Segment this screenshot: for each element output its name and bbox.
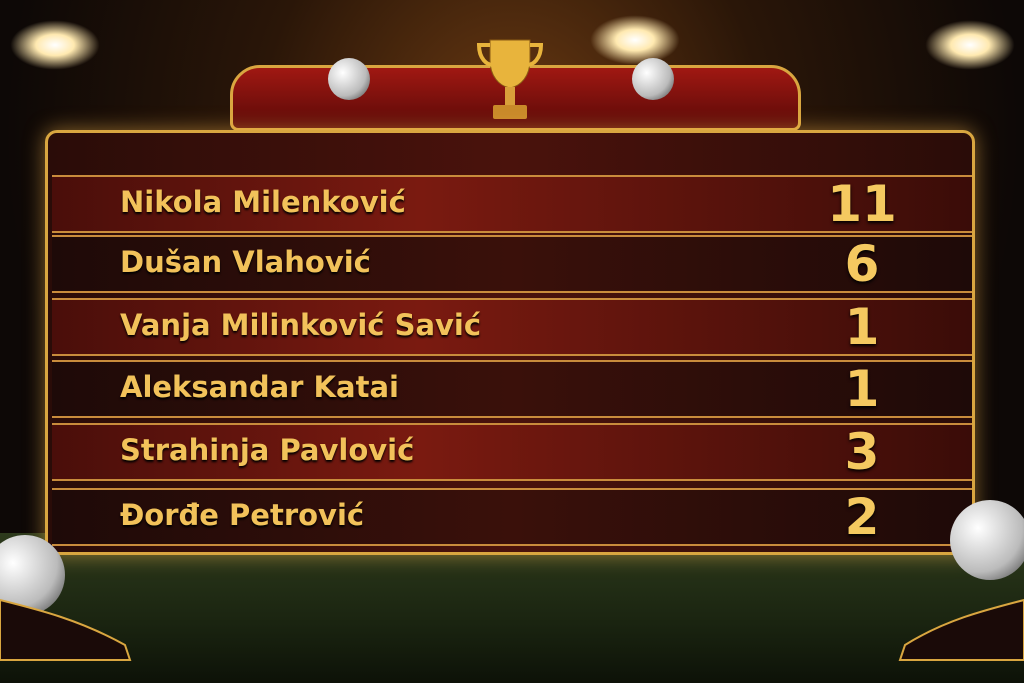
table-row: Vanja Milinković Savić 1 bbox=[52, 298, 972, 356]
player-value: 1 bbox=[844, 360, 880, 418]
player-name: Vanja Milinković Savić bbox=[120, 308, 482, 342]
table-row: Aleksandar Katai 1 bbox=[52, 360, 972, 418]
player-value: 3 bbox=[844, 423, 880, 481]
player-name: Dušan Vlahović bbox=[120, 245, 371, 279]
player-value: 6 bbox=[844, 235, 880, 293]
table-row: Nikola Milenković 11 bbox=[52, 175, 972, 233]
player-value: 2 bbox=[844, 488, 880, 546]
pitch bbox=[0, 533, 1024, 683]
stadium-light-icon bbox=[590, 15, 680, 65]
stadium-light-icon bbox=[925, 20, 1015, 70]
boot-icon bbox=[0, 598, 132, 661]
football-icon bbox=[0, 535, 65, 615]
player-name: Đorđe Petrović bbox=[120, 498, 365, 532]
player-name: Aleksandar Katai bbox=[120, 370, 399, 404]
player-value: 1 bbox=[844, 298, 880, 356]
football-icon bbox=[632, 58, 674, 100]
player-value: 11 bbox=[827, 175, 897, 233]
player-name: Nikola Milenković bbox=[120, 185, 406, 219]
table-row: Strahinja Pavlović 3 bbox=[52, 423, 972, 481]
table-row: Đorđe Petrović 2 bbox=[52, 488, 972, 546]
table-row: Dušan Vlahović 6 bbox=[52, 235, 972, 293]
football-icon bbox=[950, 500, 1024, 580]
trophy-icon bbox=[476, 39, 544, 119]
football-icon bbox=[328, 58, 370, 100]
stadium-light-icon bbox=[10, 20, 100, 70]
boot-icon bbox=[898, 598, 1024, 661]
player-name: Strahinja Pavlović bbox=[120, 433, 415, 467]
